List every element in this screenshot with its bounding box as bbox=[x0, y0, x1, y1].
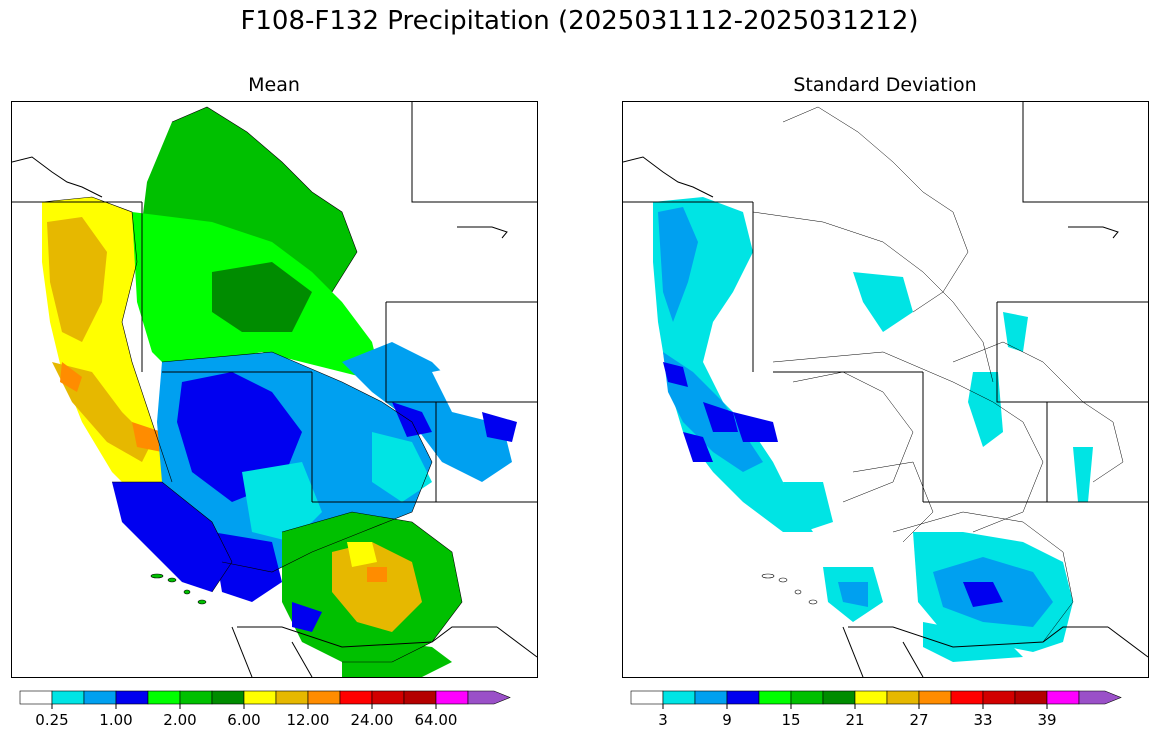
colorbar-bin bbox=[467, 690, 511, 705]
colorbar-bin bbox=[83, 690, 117, 705]
colorbars: 0.25 1.00 2.00 6.00 12.00 24.00 64.00 3 9 15 21 27… bbox=[19, 690, 1122, 729]
colorbar-bin bbox=[211, 690, 245, 705]
colorbar-bin bbox=[950, 690, 984, 705]
colorbar-tick-label: 9 bbox=[722, 711, 732, 729]
colorbar-tick-label: 27 bbox=[909, 711, 928, 729]
colorbar-bin bbox=[918, 690, 952, 705]
colorbar-bin bbox=[19, 690, 53, 705]
colorbar-bin bbox=[1046, 690, 1080, 705]
colorbar-bin bbox=[371, 690, 405, 705]
colorbar-bin bbox=[51, 690, 85, 705]
colorbar-bin bbox=[790, 690, 824, 705]
colorbar-bin bbox=[1014, 690, 1048, 705]
colorbar-bin bbox=[694, 690, 728, 705]
colorbar-tick-label: 33 bbox=[973, 711, 992, 729]
colorbar-bin bbox=[758, 690, 792, 705]
colorbar-tick-label: 39 bbox=[1037, 711, 1056, 729]
colorbar-bin bbox=[886, 690, 920, 705]
colorbar-tick-label: 2.00 bbox=[163, 711, 196, 729]
colorbar-bin bbox=[435, 690, 469, 705]
colorbar-bin bbox=[982, 690, 1016, 705]
colorbar-bin bbox=[630, 690, 664, 705]
colorbar-bin bbox=[307, 690, 341, 705]
colorbar-bin bbox=[1078, 690, 1122, 705]
colorbar-bin bbox=[179, 690, 213, 705]
std-map-islands bbox=[761, 573, 818, 605]
mean-map bbox=[11, 101, 538, 678]
mean-map-islands bbox=[150, 573, 207, 605]
colorbar-bin bbox=[662, 690, 696, 705]
figure-title: F108-F132 Precipitation (2025031112-2025… bbox=[240, 6, 919, 36]
colorbar-bin bbox=[822, 690, 856, 705]
mean-colorbar: 0.25 1.00 2.00 6.00 12.00 24.00 64.00 bbox=[19, 690, 511, 729]
colorbar-bin bbox=[275, 690, 309, 705]
mean-map-basin-lines bbox=[41, 106, 463, 663]
colorbar-bin bbox=[403, 690, 437, 705]
std-map bbox=[622, 101, 1149, 678]
std-panel-title: Standard Deviation bbox=[793, 74, 977, 96]
colorbar-bin bbox=[854, 690, 888, 705]
colorbar-bin bbox=[147, 690, 181, 705]
colorbar-tick-label: 24.00 bbox=[351, 711, 394, 729]
std-colorbar: 3 9 15 21 27 33 39 bbox=[630, 690, 1122, 729]
colorbar-tick-label: 21 bbox=[845, 711, 864, 729]
colorbar-tick-label: 3 bbox=[658, 711, 668, 729]
colorbar-tick-label: 1.00 bbox=[99, 711, 132, 729]
colorbar-tick-label: 64.00 bbox=[415, 711, 458, 729]
colorbar-tick-label: 15 bbox=[781, 711, 800, 729]
std-map-fills bbox=[653, 197, 1093, 662]
colorbar-bin bbox=[243, 690, 277, 705]
colorbar-bin bbox=[726, 690, 760, 705]
std-map-borders bbox=[623, 102, 1148, 677]
colorbar-tick-label: 12.00 bbox=[287, 711, 330, 729]
mean-panel-title: Mean bbox=[248, 74, 300, 96]
colorbar-bin bbox=[115, 690, 149, 705]
mean-map-fills bbox=[42, 107, 517, 677]
colorbar-tick-label: 6.00 bbox=[227, 711, 260, 729]
colorbar-bin bbox=[339, 690, 373, 705]
colorbar-tick-label: 0.25 bbox=[35, 711, 68, 729]
mean-map-borders bbox=[12, 102, 537, 677]
